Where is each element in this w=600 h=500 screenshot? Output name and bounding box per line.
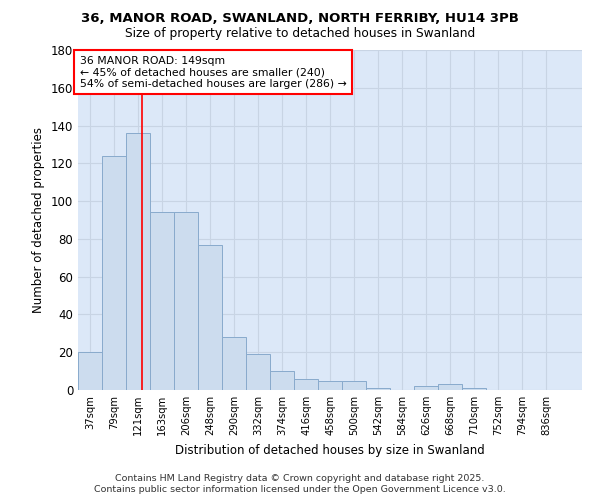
Bar: [247, 354, 271, 390]
Y-axis label: Number of detached properties: Number of detached properties: [32, 127, 45, 313]
Text: 36 MANOR ROAD: 149sqm
← 45% of detached houses are smaller (240)
54% of semi-det: 36 MANOR ROAD: 149sqm ← 45% of detached …: [80, 56, 346, 89]
Text: 36, MANOR ROAD, SWANLAND, NORTH FERRIBY, HU14 3PB: 36, MANOR ROAD, SWANLAND, NORTH FERRIBY,…: [81, 12, 519, 26]
X-axis label: Distribution of detached houses by size in Swanland: Distribution of detached houses by size …: [175, 444, 485, 456]
Bar: [223, 337, 247, 390]
Bar: [318, 380, 342, 390]
Bar: [366, 388, 390, 390]
Text: Size of property relative to detached houses in Swanland: Size of property relative to detached ho…: [125, 28, 475, 40]
Bar: [102, 156, 126, 390]
Bar: [438, 384, 462, 390]
Bar: [150, 212, 174, 390]
Bar: [342, 380, 366, 390]
Bar: [78, 352, 102, 390]
Bar: [462, 388, 486, 390]
Bar: [271, 371, 295, 390]
Bar: [414, 386, 438, 390]
Bar: [295, 378, 318, 390]
Bar: [175, 212, 199, 390]
Bar: [126, 133, 150, 390]
Bar: [199, 244, 223, 390]
Text: Contains HM Land Registry data © Crown copyright and database right 2025.
Contai: Contains HM Land Registry data © Crown c…: [94, 474, 506, 494]
